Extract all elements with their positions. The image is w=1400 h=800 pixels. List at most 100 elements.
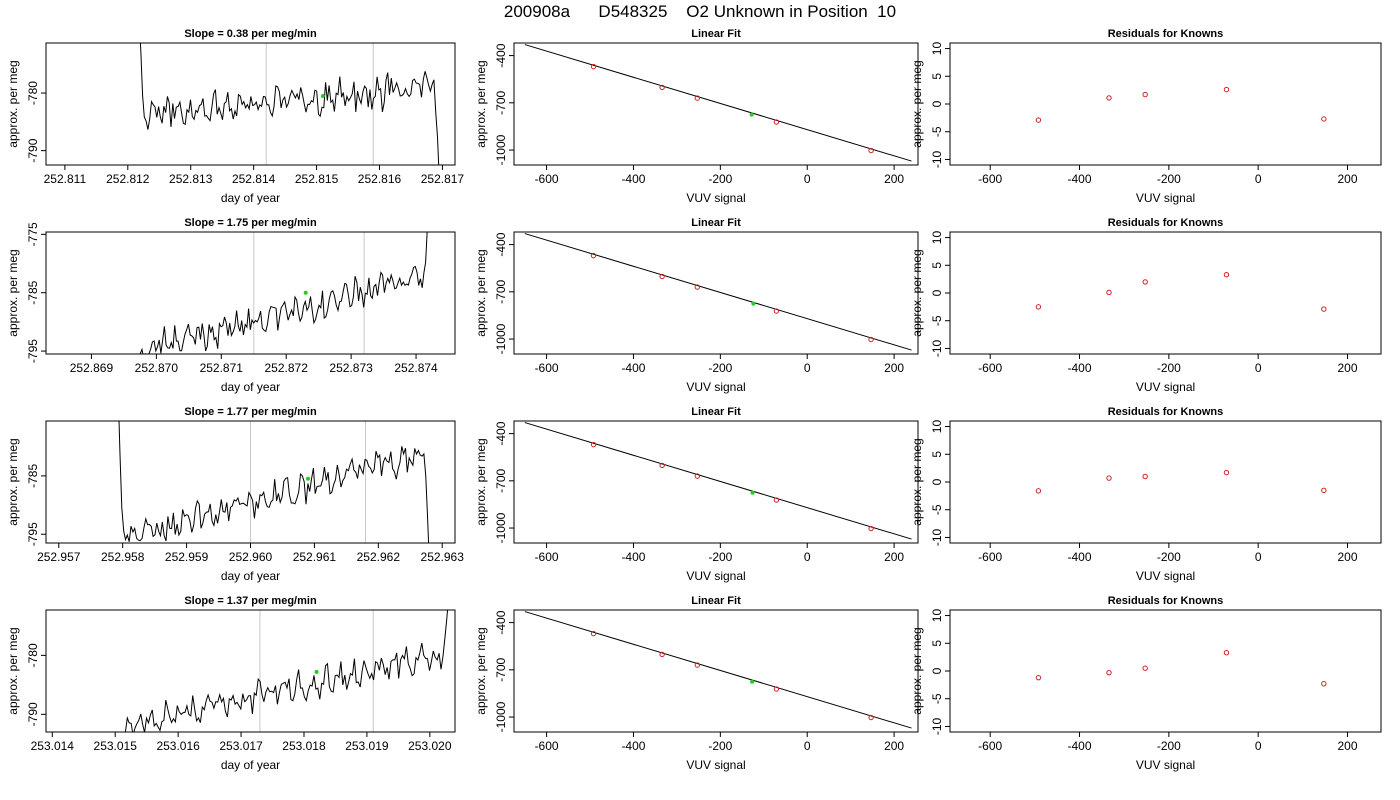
panel-slope-row-2: Slope = 1.75 per meg/min 252.869 252.870 25…: [6, 217, 456, 394]
x-tick-label: 252.813: [169, 172, 213, 186]
y-tick-label: -700: [494, 657, 508, 681]
known-point: [590, 630, 597, 637]
x-tick-label: 253.019: [345, 739, 389, 753]
signal-trace: [139, 232, 428, 354]
plot-area: [1035, 650, 1327, 687]
unknown-point: [751, 301, 756, 306]
y-axis-label: approx. per meg: [474, 627, 488, 714]
signal-trace: [124, 610, 449, 732]
x-axis-label: day of year: [221, 380, 280, 394]
residual-point: [1142, 91, 1148, 98]
plot-frame: [45, 609, 456, 733]
panel-title: Slope = 1.37 per meg/min: [184, 595, 317, 607]
panel-title: Slope = 1.77 per meg/min: [184, 406, 317, 418]
y-tick-label: -1000: [494, 134, 508, 165]
unknown-point: [750, 490, 755, 495]
x-tick-label: 0: [804, 550, 811, 564]
known-point: [694, 284, 701, 290]
x-tick-label: -600: [978, 361, 1002, 375]
x-tick-label: -400: [1068, 739, 1092, 753]
x-tick-label: 252.816: [358, 172, 402, 186]
y-tick-label: -10: [930, 717, 944, 735]
plot-frame: [45, 231, 456, 355]
fit-line: [524, 611, 912, 729]
x-axis-label: day of year: [221, 569, 280, 583]
x-tick-label: 253.016: [156, 739, 200, 753]
y-axis-label: approx. per meg: [6, 60, 20, 147]
residual-point: [1106, 289, 1112, 296]
signal-trace: [118, 421, 430, 543]
signal-trace: [139, 43, 440, 165]
known-point: [590, 63, 597, 70]
y-tick-label: 10: [930, 420, 944, 434]
known-point: [659, 651, 665, 658]
y-axis-label: approx. per meg: [6, 438, 20, 525]
residual-point: [1321, 681, 1327, 687]
known-point: [694, 95, 701, 101]
panel-title: Slope = 0.38 per meg/min: [184, 28, 317, 40]
residual-point: [1106, 669, 1112, 676]
plot-area: [1035, 272, 1327, 312]
y-axis-label: approx. per meg: [6, 627, 20, 714]
x-tick-label: 252.812: [106, 172, 150, 186]
plot-frame: [513, 609, 919, 733]
residual-point: [1035, 674, 1042, 681]
plot-frame: [949, 420, 1382, 544]
y-tick-label: -785: [26, 464, 40, 488]
y-tick-label: -5: [930, 693, 944, 704]
residual-point: [1223, 469, 1230, 476]
plot-area: [118, 421, 430, 543]
y-tick-label: -700: [494, 279, 508, 303]
x-tick-label: -400: [621, 172, 645, 186]
plot-area: [124, 610, 449, 732]
fit-line: [524, 44, 912, 162]
x-tick-label: 252.963: [421, 550, 465, 564]
x-tick-label: -400: [621, 550, 645, 564]
plot-frame: [513, 42, 919, 166]
y-tick-label: -1000: [494, 512, 508, 543]
x-tick-label: -600: [535, 361, 559, 375]
y-tick-label: 10: [930, 42, 944, 56]
residual-point: [1106, 95, 1112, 101]
y-tick-label: -795: [26, 339, 40, 363]
plot-area: [1035, 86, 1327, 123]
x-tick-label: 253.018: [282, 739, 326, 753]
y-tick-label: -400: [494, 43, 508, 67]
residual-point: [1035, 304, 1042, 310]
x-tick-label: 200: [884, 361, 904, 375]
x-tick-label: -200: [708, 550, 732, 564]
y-tick-label: 5: [930, 640, 944, 647]
fit-line: [524, 233, 912, 351]
panel-residuals-row-4: Residuals for Knowns -600 -400 -200 0 200 10 5 0…: [910, 595, 1382, 772]
x-tick-label: 200: [1337, 550, 1357, 564]
plot-area: [524, 233, 912, 351]
y-tick-label: -10: [930, 150, 944, 168]
x-tick-label: -200: [1157, 172, 1181, 186]
y-tick-label: 0: [930, 667, 944, 674]
x-tick-label: 253.014: [31, 739, 75, 753]
x-tick-label: 200: [1337, 739, 1357, 753]
y-tick-label: 0: [930, 289, 944, 296]
x-tick-label: 200: [1337, 361, 1357, 375]
y-tick-label: 5: [930, 73, 944, 80]
x-tick-label: 253.017: [219, 739, 263, 753]
panel-fit-row-4: Linear Fit -600 -400 -200 0 200 -400 -700 -1000 V…: [474, 595, 919, 772]
panel-title: Linear Fit: [691, 217, 741, 229]
unknown-marker: [306, 476, 311, 481]
known-point: [773, 686, 780, 692]
residual-point: [1142, 279, 1148, 285]
residual-point: [1321, 306, 1327, 312]
panel-title: Slope = 1.75 per meg/min: [184, 217, 317, 229]
known-point: [868, 714, 874, 721]
x-tick-label: -400: [1068, 550, 1092, 564]
x-tick-label: 252.814: [232, 172, 276, 186]
panel-slope-row-4: Slope = 1.37 per meg/min 253.014 253.015 25…: [6, 595, 456, 772]
x-tick-label: -400: [621, 739, 645, 753]
fit-line: [524, 422, 912, 540]
y-tick-label: -1000: [494, 323, 508, 354]
plot-frame: [45, 420, 456, 544]
y-tick-label: -5: [930, 126, 944, 137]
x-axis-label: VUV signal: [686, 569, 745, 583]
x-axis-label: VUV signal: [686, 191, 745, 205]
panel-slope-row-3: Slope = 1.77 per meg/min 252.957 252.958 25…: [6, 406, 465, 583]
